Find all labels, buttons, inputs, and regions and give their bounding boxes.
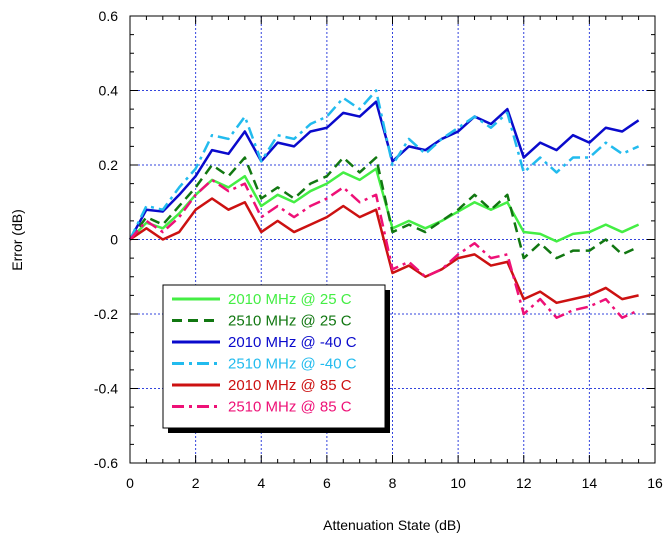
legend-box <box>162 284 386 429</box>
y-tick-label: 0.2 <box>99 157 119 173</box>
legend-label-3: 2010 MHz @ -40 C <box>228 334 357 351</box>
x-tick-label: 2 <box>192 475 200 491</box>
x-tick-label: 10 <box>450 475 466 491</box>
y-tick-label: 0.4 <box>99 83 119 99</box>
y-tick-label: 0.6 <box>99 8 119 24</box>
x-tick-label: 14 <box>582 475 598 491</box>
y-axis-title: Error (dB) <box>9 209 25 270</box>
series-line-5 <box>129 197 639 305</box>
legend-label-6: 2510 MHz @ 85 C <box>228 399 352 416</box>
series-line-6 <box>129 178 640 319</box>
x-tick-label: 6 <box>323 475 331 491</box>
x-axis-title: Attenuation State (dB) <box>323 517 461 533</box>
x-tick-label: 8 <box>389 475 397 491</box>
legend-label-5: 2010 MHz @ 85 C <box>228 377 352 394</box>
legend-label-2: 2510 MHz @ 25 C <box>228 313 352 330</box>
y-tick-label: -0.2 <box>94 306 118 322</box>
ytick-labels: -0.6 -0.4 -0.2 0 0.2 0.4 0.6 <box>94 8 118 471</box>
y-tick-label: 0 <box>110 232 118 248</box>
tick-layer <box>129 15 656 464</box>
x-tick-label: 12 <box>516 475 532 491</box>
x-tick-label: 0 <box>126 475 134 491</box>
series-line-1 <box>129 167 640 243</box>
y-tick-label: -0.6 <box>94 455 118 471</box>
y-tick-label: -0.4 <box>94 381 118 397</box>
series-layer <box>128 89 640 319</box>
x-tick-label: 4 <box>257 475 265 491</box>
legend-label-4: 2510 MHz @ -40 C <box>228 356 357 373</box>
series-line-4 <box>128 89 640 241</box>
legend: 2010 MHz @ 25 C 2510 MHz @ 25 C 2010 MHz @… <box>162 284 390 433</box>
xtick-labels: 0 2 4 6 8 10 12 14 16 <box>126 475 663 491</box>
legend-label-1: 2010 MHz @ 25 C <box>228 291 352 308</box>
x-tick-label: 16 <box>647 475 663 491</box>
